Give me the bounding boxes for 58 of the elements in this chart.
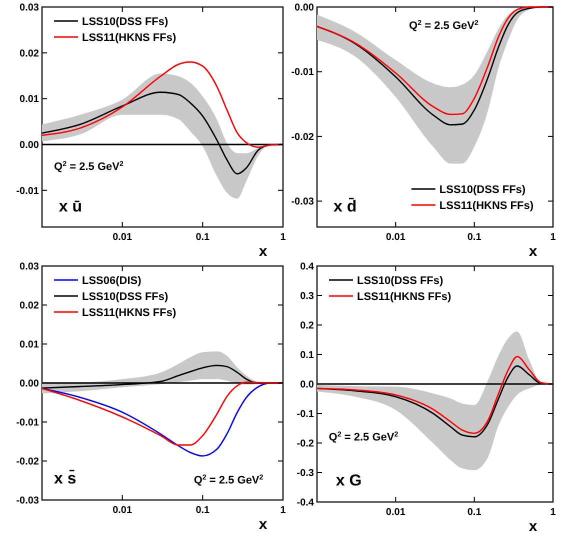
annotation: x ū <box>58 198 82 216</box>
y-tick-label: 0.2 <box>300 320 314 332</box>
x-tick-label: 0.1 <box>196 232 210 243</box>
x-tick-label: 0.1 <box>196 505 210 516</box>
y-tick-label: 0.3 <box>300 291 314 302</box>
y-tick-label: 0.01 <box>20 340 40 350</box>
y-tick-label: -0.01 <box>16 418 40 428</box>
y-tick-label: 0.1 <box>300 350 314 361</box>
annotation: Q$^{2}$ = 2.5 GeV$^{2}$ <box>409 19 478 32</box>
annotation: Q$^{2}$ = 2.5 GeV$^{2}$ <box>194 474 264 487</box>
legend-label: LSS06(DIS) <box>82 275 142 287</box>
legend-label: LSS11(HKNS FFs) <box>82 32 176 44</box>
annotation: Q$^{2}$ = 2.5 GeV$^{2}$ <box>328 430 398 444</box>
x-axis-title: x <box>528 518 538 534</box>
legend-label: LSS10(DSS FFs) <box>82 16 169 28</box>
annotation: x d̄ <box>334 198 357 216</box>
x-tick-label: 0.01 <box>112 505 132 516</box>
annotation: Q$^{2}$ = 2.5 GeV$^{2}$ <box>54 160 124 173</box>
y-tick-label: -0.03 <box>16 496 40 506</box>
legend-label: LSS10(DSS FFs) <box>357 275 444 287</box>
x-tick-label: 1 <box>280 232 286 243</box>
y-tick-label: -0.02 <box>16 456 40 468</box>
x-tick-label: 0.01 <box>386 232 406 243</box>
x-tick-label: 0.1 <box>467 232 482 243</box>
y-tick-label: -0.4 <box>296 498 314 508</box>
y-tick-label: 0.02 <box>20 48 40 60</box>
legend-label: LSS10(DSS FFs) <box>439 184 526 196</box>
y-tick-label: -0.02 <box>291 132 314 143</box>
y-tick-label: 0.02 <box>20 300 40 312</box>
x-axis-title: x <box>258 243 268 260</box>
legend-label: LSS11(HKNS FFs) <box>82 307 176 319</box>
y-tick-label: -0.2 <box>296 438 314 450</box>
y-tick-label: 0.01 <box>20 94 40 106</box>
y-tick-label: 0.00 <box>294 2 314 14</box>
legend-label: LSS11(HKNS FFs) <box>357 291 452 303</box>
x-tick-label: 0.01 <box>386 507 406 518</box>
y-tick-label: 0.03 <box>20 262 40 272</box>
x-tick-label: 1 <box>550 507 556 518</box>
x-tick-label: 1 <box>550 232 556 243</box>
y-tick-label: -0.03 <box>291 196 314 208</box>
y-tick-label: 0.00 <box>20 378 40 390</box>
y-tick-label: -0.3 <box>296 468 314 479</box>
y-tick-label: -0.01 <box>16 186 40 197</box>
x-axis-title: x <box>258 516 268 533</box>
y-tick-label: -0.1 <box>296 409 314 420</box>
y-tick-label: -0.01 <box>291 67 314 78</box>
x-tick-label: 0.1 <box>467 507 482 518</box>
y-tick-label: 0.03 <box>20 2 40 14</box>
y-tick-label: 0.4 <box>300 262 314 272</box>
legend-label: LSS11(HKNS FFs) <box>439 200 534 212</box>
x-axis-title: x <box>528 243 538 260</box>
y-tick-label: 0.00 <box>20 140 40 151</box>
annotation: x G <box>336 472 362 490</box>
x-tick-label: 1 <box>280 505 286 516</box>
legend-label: LSS10(DSS FFs) <box>82 291 169 303</box>
y-tick-label: 0.0 <box>300 380 314 390</box>
annotation: x s̄ <box>54 470 76 488</box>
x-tick-label: 0.01 <box>112 232 132 243</box>
